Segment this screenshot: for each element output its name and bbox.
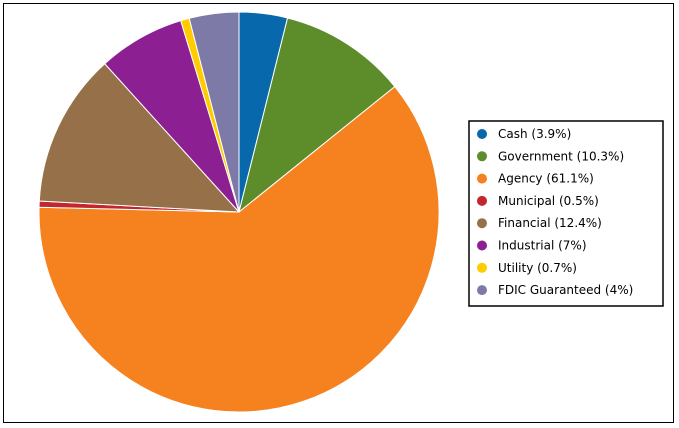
legend-marker-cash — [477, 129, 487, 139]
pie-slice-financial — [38, 63, 241, 213]
legend-label-industrial: Industrial (7%) — [498, 239, 587, 253]
legend-marker-utility — [477, 262, 487, 273]
pie-slice-agency — [38, 85, 440, 413]
legend: Cash (3.9%) Government (10.3%) Agency (61.… — [468, 120, 664, 307]
legend-marker-government — [477, 151, 487, 162]
legend-label-fdic-guaranteed: FDIC Guaranteed (4%) — [498, 283, 633, 297]
pie-slices — [38, 11, 440, 413]
legend-box — [468, 120, 664, 307]
legend-marker-industrial — [477, 240, 487, 251]
legend-label-financial: Financial (12.4%) — [498, 216, 602, 230]
legend-label-government: Government (10.3%) — [498, 149, 624, 163]
legend-marker-municipal — [477, 195, 487, 206]
legend-label-municipal: Municipal (0.5%) — [498, 194, 599, 208]
pie-slice-fdic-guaranteed — [188, 11, 240, 213]
legend-label-agency: Agency (61.1%) — [498, 172, 594, 186]
legend-marker-fdic-guaranteed — [477, 285, 487, 296]
legend-label-cash: Cash (3.9%) — [498, 127, 571, 141]
legend-marker-financial — [477, 218, 487, 229]
pie-slice-government — [238, 17, 396, 214]
legend-label-utility: Utility (0.7%) — [498, 261, 577, 275]
legend-marker-agency — [477, 173, 487, 184]
